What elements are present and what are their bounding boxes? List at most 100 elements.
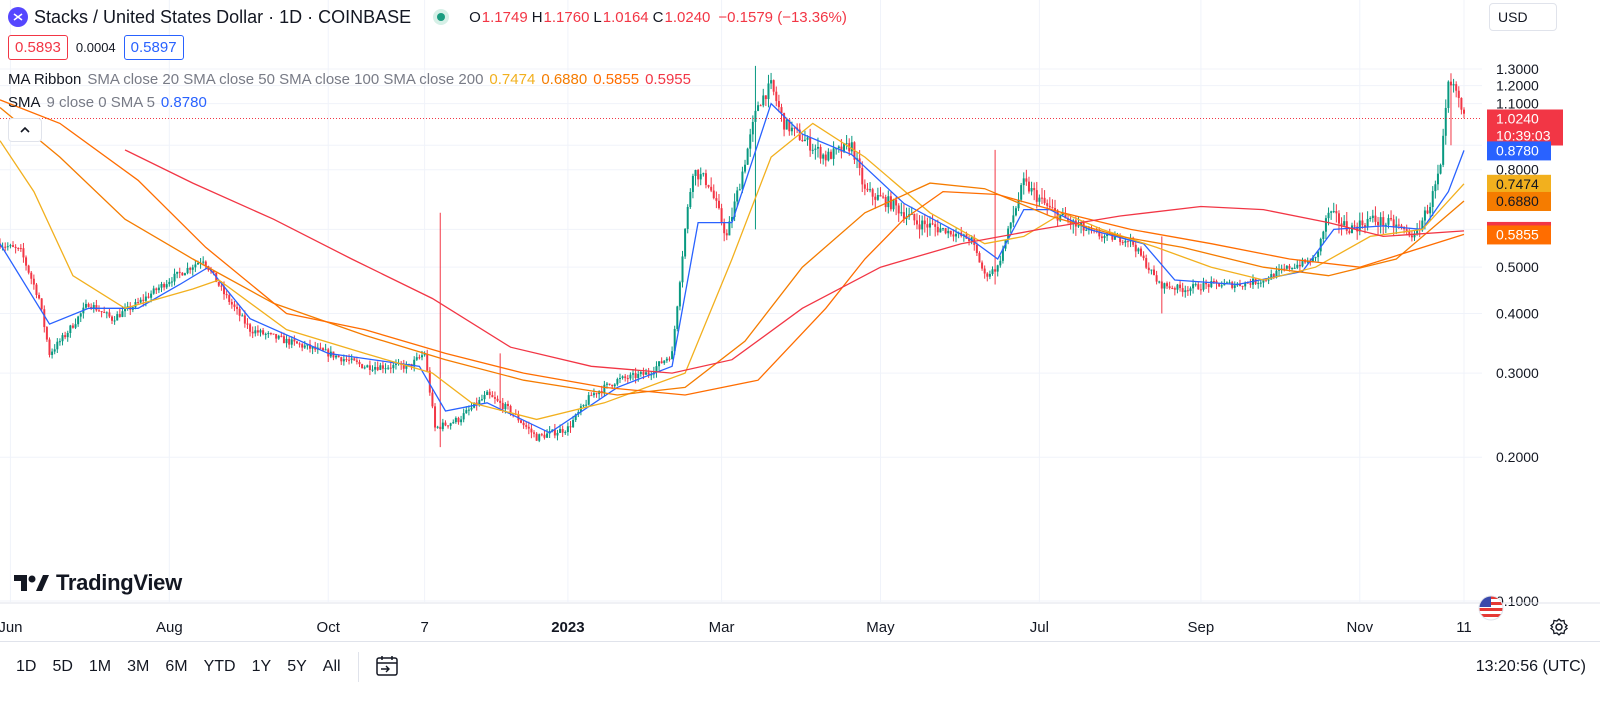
range-5y-button[interactable]: 5Y	[287, 658, 307, 675]
range-5d-button[interactable]: 5D	[52, 658, 73, 675]
candle-body	[1106, 233, 1109, 237]
x-tick-label: Aug	[156, 619, 183, 636]
candle-body	[642, 372, 645, 375]
settings-gear-icon[interactable]	[1549, 617, 1569, 637]
price-tag-text: 0.6880	[1496, 193, 1539, 209]
candle-body	[1272, 274, 1275, 278]
candle-body	[1025, 178, 1028, 182]
candle-body	[264, 333, 267, 335]
candle-body	[350, 358, 353, 360]
candle-body	[22, 248, 25, 258]
candle-body	[843, 143, 846, 152]
candle-body	[1207, 284, 1210, 288]
candle-body	[1350, 225, 1353, 234]
candle-body	[882, 196, 885, 198]
candle-body	[832, 148, 835, 159]
candle-body	[645, 372, 648, 375]
candle-body	[1278, 269, 1281, 271]
candle-body	[462, 413, 465, 420]
candle-body	[1173, 288, 1176, 290]
buy-price-button[interactable]: 0.5897	[123, 35, 184, 60]
candle-body	[717, 200, 720, 209]
y-tick-label: 1.2000	[1496, 78, 1539, 94]
range-1y-button[interactable]: 1Y	[251, 658, 272, 675]
candle-body	[1293, 267, 1296, 269]
candle-body	[1147, 267, 1150, 271]
candle-body	[1080, 222, 1083, 226]
x-tick-label: 7	[420, 619, 428, 636]
candle-body	[1421, 220, 1424, 231]
candle-body	[12, 245, 15, 247]
collapse-legend-button[interactable]	[8, 118, 42, 142]
candle-body	[324, 349, 327, 351]
candle-body	[780, 107, 783, 114]
range-6m-button[interactable]: 6M	[165, 658, 188, 675]
y-tick-label: 0.3000	[1496, 365, 1539, 381]
range-1m-button[interactable]: 1M	[88, 658, 112, 675]
candle-body	[975, 244, 978, 254]
ma-ribbon-params: SMA close 20 SMA close 50 SMA close 100 …	[87, 71, 484, 88]
date-range-calendar-icon[interactable]	[374, 654, 400, 678]
candle-body	[592, 393, 595, 396]
range-3m-button[interactable]: 3M	[127, 658, 150, 675]
candle-body	[600, 391, 603, 393]
candle-body	[676, 306, 679, 329]
moving-averages	[0, 99, 1482, 434]
candle-body	[999, 260, 1002, 266]
candle-body	[499, 400, 502, 403]
candle-body	[572, 419, 575, 428]
candle-body	[1228, 282, 1231, 284]
candle-body	[712, 190, 715, 199]
candle-body	[1181, 288, 1184, 293]
candle-body	[1257, 283, 1260, 285]
sma-value: 0.8780	[160, 94, 207, 111]
utc-clock[interactable]: 13:20:56 (UTC)	[1475, 658, 1586, 675]
symbol-title[interactable]: Stacks / United States Dollar · 1D · COI…	[34, 6, 412, 27]
us-flag-icon[interactable]	[1477, 594, 1505, 622]
sma-legend[interactable]: SMA 9 close 0 SMA 5 0.8780	[8, 94, 847, 111]
candle-body	[108, 312, 111, 317]
ohlc-change-value: −0.1579 (−13.36%)	[718, 8, 847, 26]
currency-select[interactable]: USD	[1489, 3, 1557, 31]
ohlc-open-label: O	[469, 8, 481, 26]
candle-body	[1220, 285, 1223, 287]
sell-price-button[interactable]: 0.5893	[8, 35, 68, 60]
candle-body	[202, 261, 205, 263]
candle-body	[144, 296, 147, 301]
candle-body	[1377, 221, 1380, 226]
candle-body	[241, 315, 244, 317]
candle-body	[837, 146, 840, 149]
candle-body	[431, 392, 434, 407]
candle-body	[637, 373, 640, 378]
candle-body	[1043, 197, 1046, 204]
ma-line-sma-100	[0, 99, 1465, 396]
candle-body	[189, 267, 192, 270]
ma-ribbon-legend[interactable]: MA Ribbon SMA close 20 SMA close 50 SMA …	[8, 71, 847, 88]
candle-body	[254, 330, 257, 334]
candle-body	[303, 345, 306, 348]
candle-body	[806, 137, 809, 140]
candle-body	[392, 365, 395, 369]
ohlc-close-label: C	[652, 8, 664, 26]
candle-body	[66, 333, 69, 338]
range-ytd-button[interactable]: YTD	[203, 658, 236, 675]
candle-body	[452, 422, 455, 424]
candle-body	[582, 404, 585, 407]
candle-body	[1040, 197, 1043, 199]
candle-body	[767, 83, 770, 100]
candle-body	[387, 367, 390, 369]
candle-body	[869, 189, 872, 191]
candle-body	[1238, 283, 1241, 286]
candle-body	[629, 374, 632, 379]
candle-body	[1012, 215, 1015, 223]
price-labels: 1.024010:39:030.87800.74740.68800.59550.…	[1487, 109, 1563, 245]
ma-ribbon-value-100: 0.5855	[593, 71, 640, 88]
candle-body	[1324, 218, 1327, 232]
range-all-button[interactable]: All	[322, 658, 341, 675]
candle-body	[608, 383, 611, 385]
candle-body	[116, 314, 119, 321]
candle-body	[1387, 218, 1390, 225]
candle-body	[694, 170, 697, 176]
range-1d-button[interactable]: 1D	[16, 658, 37, 675]
